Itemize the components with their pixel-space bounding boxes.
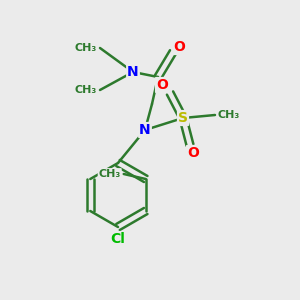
- Text: O: O: [156, 78, 168, 92]
- Text: S: S: [178, 111, 188, 125]
- Text: O: O: [187, 146, 199, 160]
- Text: N: N: [127, 65, 139, 79]
- Text: O: O: [173, 40, 185, 54]
- Text: CH₃: CH₃: [75, 43, 97, 53]
- Text: Cl: Cl: [111, 232, 125, 246]
- Text: N: N: [139, 123, 151, 137]
- Text: CH₃: CH₃: [99, 169, 121, 179]
- Text: CH₃: CH₃: [75, 85, 97, 95]
- Text: CH₃: CH₃: [218, 110, 240, 120]
